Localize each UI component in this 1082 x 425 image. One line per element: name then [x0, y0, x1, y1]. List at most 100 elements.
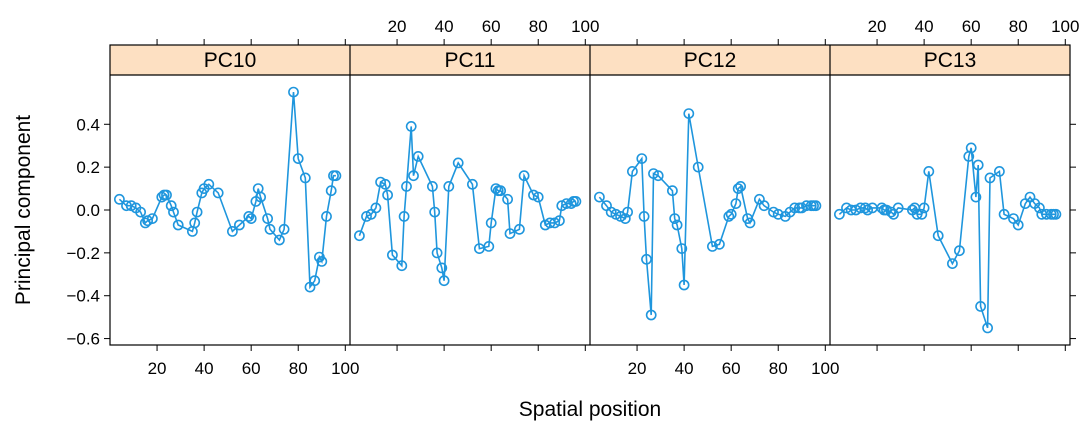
data-point-pc13: [965, 142, 977, 154]
data-point-pc11: [438, 275, 450, 287]
data-point-pc12: [678, 279, 690, 291]
strip-pc11: [350, 45, 590, 75]
data-point-pc10: [309, 275, 321, 287]
strip-label-pc10: PC10: [204, 49, 257, 72]
data-point-pc13: [855, 202, 866, 214]
strip-label-pc13: PC13: [924, 49, 977, 72]
data-point-pc13: [954, 245, 965, 257]
data-point-pc13: [862, 204, 873, 216]
data-point-pc10: [135, 206, 146, 218]
data-point-pc12: [730, 198, 742, 209]
data-point-pc12: [714, 238, 725, 250]
data-point-pc10: [146, 213, 158, 224]
x-tick-label: 100: [331, 359, 359, 378]
data-point-pc13: [918, 202, 930, 214]
data-point-pc11: [443, 180, 455, 192]
data-point-pc11: [426, 180, 438, 192]
data-point-pc12: [594, 191, 605, 203]
data-point-pc11: [408, 170, 419, 182]
strip-label-pc11: PC11: [445, 49, 496, 72]
data-point-pc11: [532, 191, 544, 203]
data-point-pc10: [316, 255, 328, 267]
x-tick-label: 60: [482, 17, 501, 36]
data-point-pc11: [504, 228, 516, 239]
data-point-pc12: [735, 180, 746, 192]
data-point-pc10: [292, 153, 304, 164]
data-point-pc13: [892, 202, 904, 214]
x-tick-label: 100: [571, 17, 599, 36]
data-point-pc10: [191, 206, 203, 218]
data-point-pc13: [975, 300, 986, 312]
x-tick-label: 80: [769, 359, 788, 378]
data-point-pc11: [382, 189, 393, 201]
data-point-pc12: [732, 183, 744, 194]
data-point-pc10: [189, 217, 201, 229]
data-point-pc10: [203, 178, 215, 190]
data-point-pc13: [1012, 219, 1024, 231]
data-point-pc12: [707, 240, 718, 252]
data-point-pc11: [570, 195, 582, 207]
data-point-pc13: [932, 230, 944, 242]
data-point-pc10: [299, 172, 311, 184]
data-point-pc10: [262, 213, 273, 224]
x-tick-label: 60: [242, 359, 261, 378]
data-point-pc12: [772, 208, 784, 220]
x-tick-label: 80: [529, 17, 548, 36]
data-point-pc12: [692, 161, 704, 173]
data-point-pc11: [436, 262, 448, 274]
data-point-pc11: [485, 217, 497, 229]
data-point-pc12: [758, 200, 770, 212]
x-tick-label: 40: [915, 17, 934, 36]
data-point-pc10: [165, 200, 177, 212]
data-point-pc11: [554, 215, 565, 227]
x-tick-label: 60: [722, 359, 741, 378]
data-point-pc12: [622, 206, 633, 218]
data-point-pc10: [288, 86, 299, 98]
data-point-pc13: [916, 208, 928, 220]
data-point-pc11: [370, 202, 382, 214]
y-tick-label: 0.2: [76, 158, 100, 177]
data-point-pc10: [142, 215, 153, 227]
data-point-pc13: [998, 208, 1010, 220]
data-point-pc12: [676, 243, 688, 254]
series-line-pc11: [358, 126, 576, 281]
y-tick-label: 0.4: [76, 115, 100, 134]
y-axis-title: Principal component: [12, 115, 35, 305]
data-point-pc11: [412, 150, 424, 162]
data-point-pc13: [972, 159, 984, 171]
x-tick-label: 20: [628, 359, 647, 378]
strip-label-pc12: PC12: [684, 49, 737, 72]
data-point-pc10: [212, 187, 224, 199]
data-point-pc10: [321, 210, 332, 222]
y-tick-label: −0.4: [66, 287, 100, 306]
data-point-pc12: [669, 213, 681, 224]
data-point-pc13: [859, 202, 871, 214]
data-point-pc12: [619, 213, 631, 224]
data-point-pc10: [226, 225, 238, 237]
x-tick-label: 40: [675, 359, 694, 378]
series-line-pc10: [118, 92, 336, 290]
data-point-pc11: [518, 170, 530, 182]
data-point-pc12: [627, 165, 638, 177]
x-axis-title: Spatial position: [519, 398, 661, 421]
y-tick-label: 0.0: [76, 201, 100, 220]
data-point-pc12: [645, 309, 657, 321]
data-point-pc13: [984, 172, 996, 184]
data-point-pc10: [172, 219, 184, 231]
x-tick-label: 40: [435, 17, 454, 36]
data-point-pc13: [911, 208, 923, 220]
data-point-pc12: [723, 210, 735, 222]
data-point-pc13: [1050, 208, 1062, 220]
y-tick-label: −0.2: [66, 244, 100, 263]
y-tick-label: −0.6: [66, 330, 100, 349]
data-point-pc11: [483, 240, 495, 252]
data-point-pc10: [278, 223, 290, 235]
x-tick-label: 20: [868, 17, 887, 36]
x-tick-label: 100: [1051, 17, 1079, 36]
data-point-pc10: [168, 206, 179, 218]
x-tick-label: 40: [195, 359, 214, 378]
data-point-pc13: [982, 322, 993, 334]
data-point-pc12: [641, 253, 652, 265]
series-line-pc12: [598, 113, 816, 316]
